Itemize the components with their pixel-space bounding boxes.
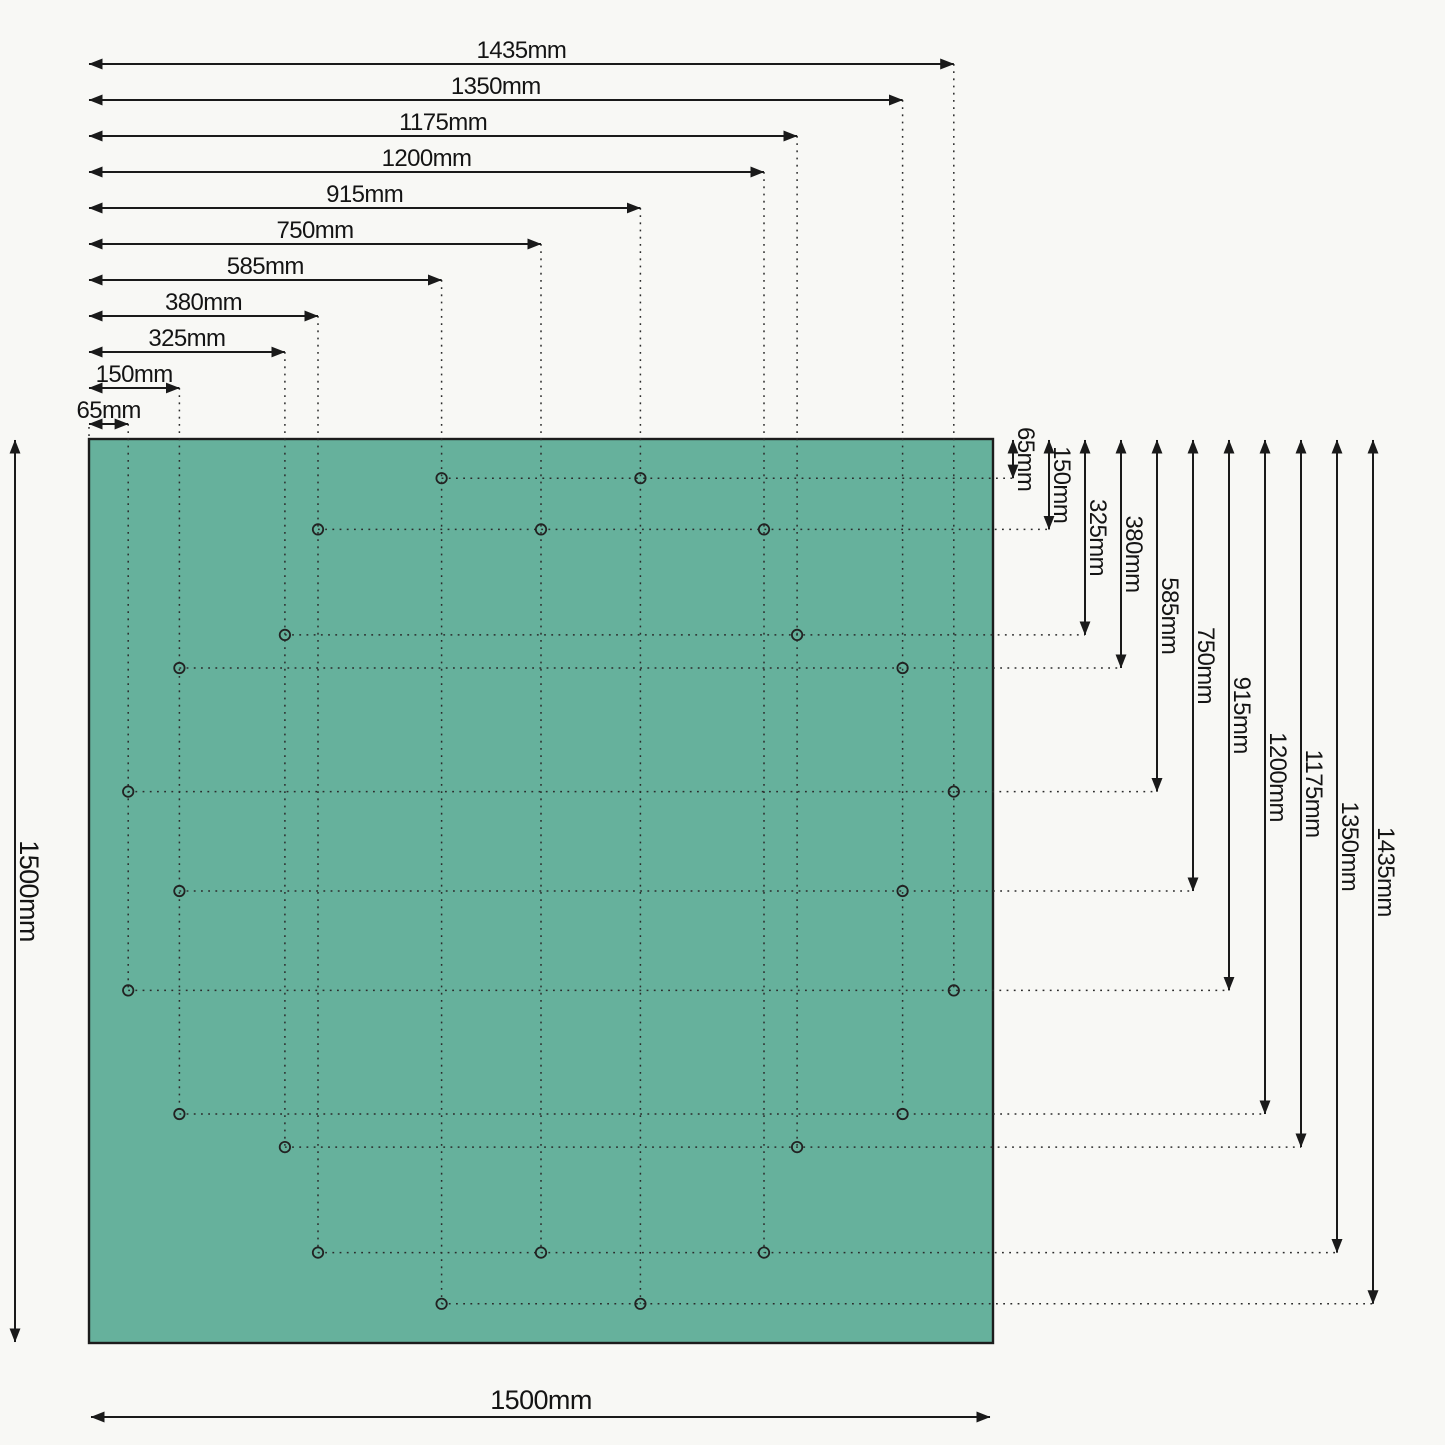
hole (757, 1246, 771, 1259)
dimension-label: 150mm (1048, 446, 1075, 523)
extension-lines (88, 64, 1373, 1305)
dimension-label: 1175mm (399, 109, 487, 136)
dimension-label: 915mm (1228, 677, 1255, 754)
right-dimension-1350mm: 1350mm (1331, 439, 1363, 1253)
dimension-label: 585mm (227, 253, 304, 280)
hole (311, 1246, 325, 1259)
right-dimension-1175mm: 1175mm (1295, 439, 1327, 1148)
dimension-label: 1350mm (451, 73, 541, 100)
dimension-label: 1200mm (382, 145, 472, 172)
top-dimension-1200mm: 1200mm (88, 145, 765, 178)
holes (122, 472, 960, 1310)
hole (757, 523, 771, 536)
right-dimension-585mm: 585mm (1151, 439, 1183, 792)
hole (122, 785, 135, 798)
hole (896, 661, 909, 675)
hole (634, 1297, 647, 1310)
dimension-label: 1435mm (1372, 827, 1399, 917)
hole (173, 1107, 186, 1121)
hole (278, 628, 291, 642)
dimension-label: 325mm (1084, 499, 1111, 576)
top-dimension-915mm: 915mm (88, 181, 641, 214)
hole (790, 628, 804, 642)
hole (173, 884, 186, 898)
right-dimension-1435mm: 1435mm (1367, 439, 1399, 1305)
right-dimension-325mm: 325mm (1079, 439, 1111, 636)
hole (435, 1297, 448, 1310)
right-dimension-380mm: 380mm (1115, 439, 1147, 669)
hole (311, 523, 325, 536)
hole (534, 523, 548, 536)
dimension-label: 1175mm (1300, 750, 1327, 838)
dimension-label: 1500mm (490, 1385, 591, 1415)
dimension-label: 750mm (1192, 627, 1219, 704)
hole (896, 1107, 909, 1121)
hole (896, 884, 909, 898)
dimension-label: 65mm (1012, 427, 1039, 491)
right-dimension-65mm: 65mm (1007, 427, 1039, 491)
bottom-overall-dimension: 1500mm (90, 1385, 991, 1423)
dimension-label: 380mm (165, 289, 242, 316)
hole (947, 785, 960, 798)
top-dimension-585mm: 585mm (88, 253, 443, 286)
hole (173, 661, 186, 675)
top-dimension-65mm: 65mm (76, 397, 141, 430)
top-dimension-750mm: 750mm (88, 217, 542, 250)
dimension-label: 65mm (76, 397, 140, 424)
hole (634, 472, 647, 485)
top-dimension-150mm: 150mm (88, 361, 180, 394)
dimension-label: 325mm (148, 325, 225, 352)
top-dimension-1350mm: 1350mm (88, 73, 903, 106)
right-dimension-150mm: 150mm (1043, 439, 1075, 530)
top-dimension-1175mm: 1175mm (88, 109, 798, 142)
dimension-label: 150mm (96, 361, 173, 388)
dimension-label: 750mm (276, 217, 353, 244)
hole (435, 472, 448, 485)
top-dimension-325mm: 325mm (88, 325, 286, 358)
dimension-label: 915mm (326, 181, 403, 208)
dimension-label: 585mm (1156, 577, 1183, 654)
hole (534, 1246, 548, 1259)
hole (122, 984, 135, 997)
right-dimension-915mm: 915mm (1223, 439, 1255, 991)
right-dimension-1200mm: 1200mm (1259, 439, 1291, 1115)
dimension-label: 1435mm (477, 37, 567, 64)
dimension-label: 1200mm (1264, 732, 1291, 822)
left-overall-dimension: 1500mm (9, 439, 44, 1343)
dimension-label: 380mm (1120, 515, 1147, 592)
hole (278, 1141, 291, 1154)
top-dimension-1435mm: 1435mm (88, 37, 955, 70)
hole (947, 984, 960, 997)
right-dimension-750mm: 750mm (1187, 439, 1219, 892)
dimension-label: 1350mm (1336, 801, 1363, 891)
hole (790, 1141, 804, 1154)
top-dimension-380mm: 380mm (88, 289, 319, 322)
dimension-label: 1500mm (14, 840, 44, 941)
